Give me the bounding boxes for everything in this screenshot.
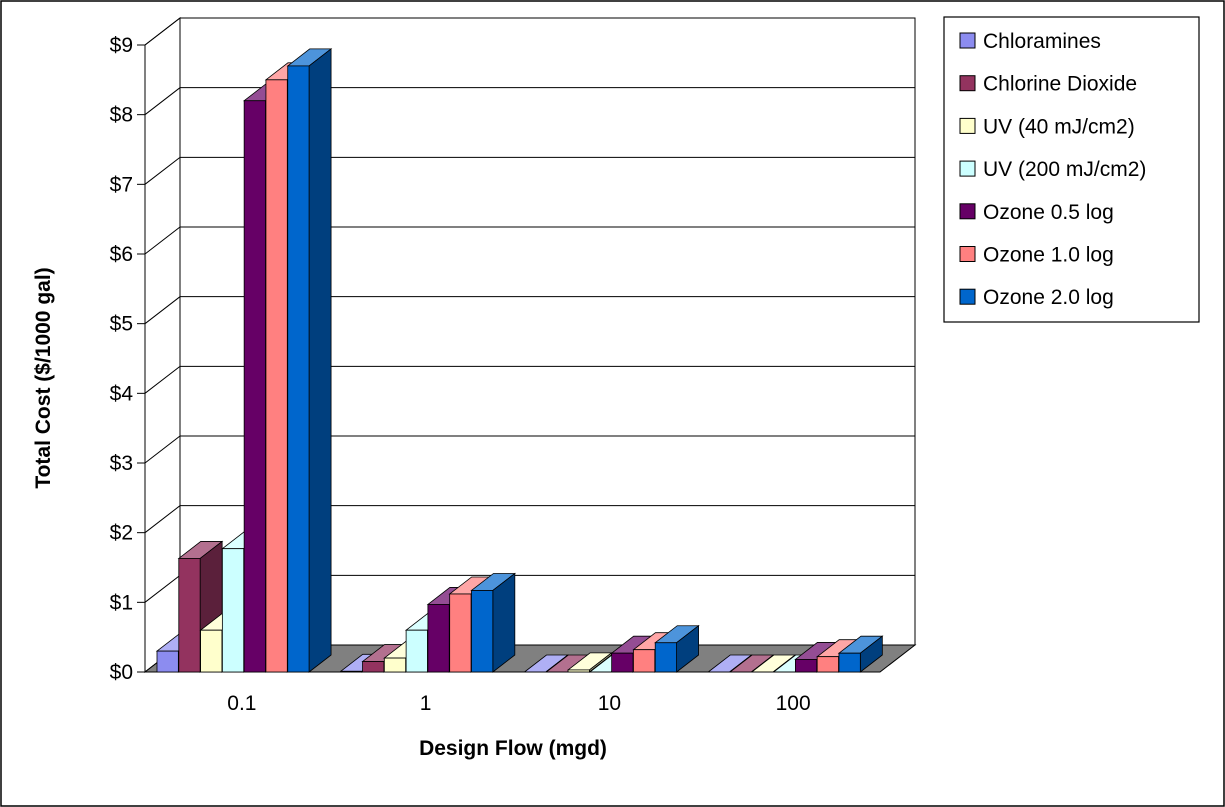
legend-swatch [959,203,976,220]
legend-swatch [959,75,976,92]
legend-item: Ozone 1.0 log [959,244,1114,267]
legend-box [943,16,1200,323]
gridline [144,365,915,394]
side-wall [144,16,181,674]
y-tick-label: $4 [110,382,134,405]
legend-item: Ozone 2.0 log [959,286,1114,309]
legend-label: Ozone 1.0 log [983,244,1114,267]
bar-front [567,669,590,673]
y-tick-labels: $0 $1 $2 $3 $4 $5 $6 $7 $8 $9 [110,34,134,684]
bar-front [633,649,656,673]
bar-side [308,48,332,673]
x-tick-labels: 0.1 1 10 100 [227,692,810,715]
bar-front [405,629,428,673]
legend-item: UV (200 mJ/cm2) [959,158,1146,181]
legend-item: Ozone 0.5 log [959,201,1114,224]
legend-swatch [959,160,976,177]
legend-label: UV (200 mJ/cm2) [983,158,1146,181]
bar-front [340,670,363,673]
gridline [144,296,915,325]
bar-front [200,629,223,673]
y-axis-title: Total Cost ($/1000 gal) [32,267,55,488]
legend-item: Chloramines [959,30,1101,53]
bar-front [221,548,245,673]
legend-swatch [959,288,976,305]
chart-walls [144,16,916,674]
bar-front [838,652,861,673]
bar [837,635,884,673]
y-tick-label: $1 [110,591,133,614]
bar [286,48,333,673]
legend-label: Chloramines [983,30,1101,53]
y-tick-label: $2 [110,522,133,545]
gridline [144,505,915,534]
bar-front [265,79,288,673]
legend-swatch [959,32,976,49]
y-tick-label: $8 [110,104,133,127]
legend-label: Ozone 2.0 log [983,286,1114,309]
x-tick-label: 1 [420,692,432,715]
bar-side [492,572,516,673]
bar-front [449,593,472,673]
legend-item: UV (40 mJ/cm2) [959,115,1135,138]
bar [470,572,516,673]
gridline [144,156,915,185]
bar-front [243,100,266,673]
bar [177,540,224,673]
legend-label: UV (40 mJ/cm2) [983,115,1135,138]
bar-front [795,659,818,673]
bar [654,624,700,673]
x-tick-label: 100 [776,692,811,715]
legend-label: Chlorine Dioxide [983,73,1137,96]
legend-item: Chlorine Dioxide [959,73,1137,96]
bar-front [156,650,179,673]
bar-front [287,65,310,673]
bar-front [654,642,677,673]
bars-group [155,48,884,673]
legend: Chloramines Chlorine Dioxide UV (40 mJ/cm2… [943,16,1200,323]
y-tick-label: $6 [110,243,133,266]
x-tick-label: 10 [598,692,621,715]
y-tick-label: $3 [110,452,133,475]
bar-front [178,558,201,673]
x-axis-title: Design Flow (mgd) [419,737,607,760]
bar-front [362,661,385,673]
legend-label: Ozone 0.5 log [983,201,1114,224]
legend-swatch [959,246,976,262]
bar-front [816,656,839,673]
gridline [144,17,915,46]
gridline [144,87,915,116]
bar-front [611,652,634,673]
bar-front [471,590,494,673]
y-tick-label: $5 [110,313,133,336]
legend-swatch [959,117,976,134]
gridline [144,435,915,464]
y-tick-label: $7 [110,173,133,196]
y-tick-label: $0 [110,661,133,684]
x-tick-label: 0.1 [227,692,256,715]
gridline [144,226,915,255]
y-tick-label: $9 [110,34,133,57]
bar-front [383,657,407,673]
bar-front [427,604,450,673]
